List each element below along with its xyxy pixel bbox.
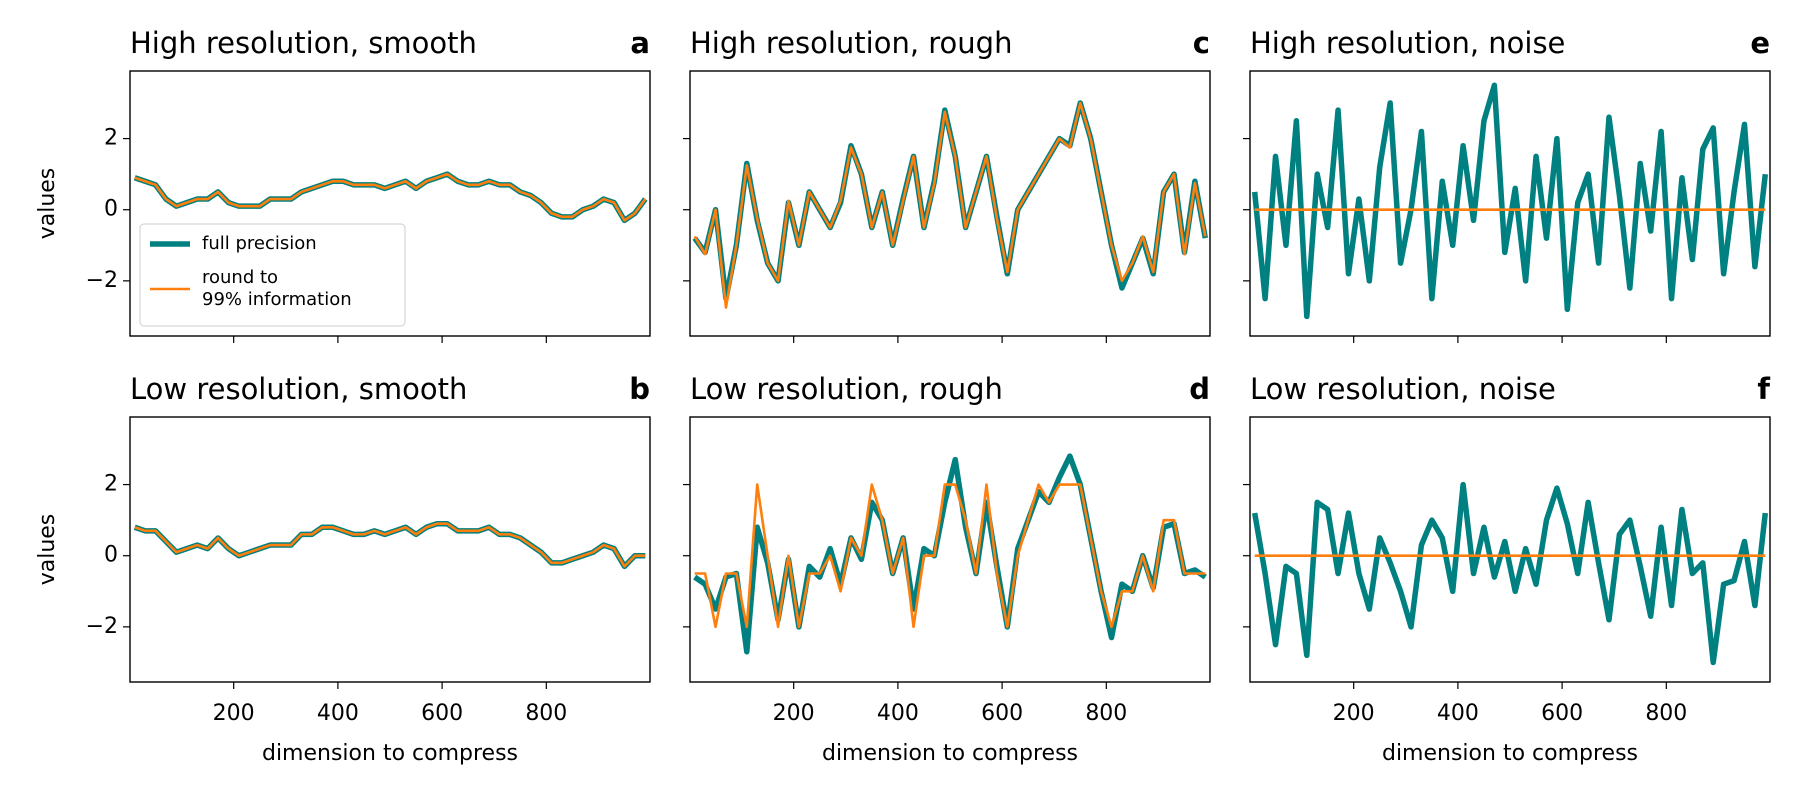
axes-frame <box>689 70 1211 337</box>
y-axis-label: values <box>35 168 60 240</box>
axes-frame <box>129 70 651 337</box>
panel: Low resolution, noise f dimension to compr… <box>1243 372 1771 766</box>
legend-box <box>139 223 406 327</box>
x-axis-label: dimension to compress <box>262 741 518 766</box>
x-tick-label: 800 <box>1085 701 1127 726</box>
x-tick-label: 800 <box>1645 701 1687 726</box>
y-tick-label: −2 <box>86 614 118 639</box>
panel: High resolution, rough c <box>683 26 1211 343</box>
x-axis-label: dimension to compress <box>822 741 1078 766</box>
x-tick-label: 400 <box>877 701 919 726</box>
panel-title: Low resolution, rough <box>690 372 1003 406</box>
y-tick-label: 0 <box>104 543 118 568</box>
legend-text: full precision <box>202 233 317 254</box>
axes-frame <box>129 416 651 683</box>
series-line <box>1251 82 1769 320</box>
axes-frame <box>1249 70 1771 337</box>
panel-title: High resolution, rough <box>690 26 1012 60</box>
series-line <box>134 172 647 222</box>
x-axis-label: dimension to compress <box>1382 741 1638 766</box>
series-line <box>693 101 1207 309</box>
x-tick-label: 800 <box>525 701 567 726</box>
legend-text: round to 99% information <box>202 267 352 310</box>
x-tick-label: 600 <box>981 701 1023 726</box>
y-tick-label: −2 <box>86 268 118 293</box>
axes-frame <box>689 416 1211 683</box>
panel: High resolution, noise e <box>1243 26 1771 343</box>
x-tick-label: 400 <box>1437 701 1479 726</box>
panel-label: f <box>1757 372 1770 406</box>
series-line <box>134 522 646 568</box>
panel: Low resolution, smooth b values dimension t… <box>35 372 651 766</box>
panel-label: a <box>630 26 650 60</box>
panel: Low resolution, rough d dimension to compr… <box>683 372 1211 766</box>
panel-label: b <box>629 372 650 406</box>
panel-label: c <box>1193 26 1210 60</box>
y-tick-label: 0 <box>104 197 118 222</box>
panel-label: d <box>1189 372 1210 406</box>
series-line <box>1251 481 1769 666</box>
panel-title: High resolution, noise <box>1250 26 1565 60</box>
panel-title: Low resolution, smooth <box>130 372 467 406</box>
x-tick-label: 600 <box>421 701 463 726</box>
axes-frame <box>1249 416 1771 683</box>
x-tick-label: 200 <box>773 701 815 726</box>
y-tick-label: 2 <box>104 472 118 497</box>
x-tick-label: 400 <box>317 701 359 726</box>
x-tick-label: 600 <box>1541 701 1583 726</box>
panel: High resolution, smooth a values −2 0 2 full p… <box>35 26 651 343</box>
x-tick-label: 200 <box>1333 701 1375 726</box>
panel-title: Low resolution, noise <box>1250 372 1556 406</box>
series-line <box>694 483 1206 629</box>
panel-title: High resolution, smooth <box>130 26 477 60</box>
panel-label: e <box>1750 26 1770 60</box>
y-axis-label: values <box>35 514 60 586</box>
y-tick-label: 2 <box>104 126 118 151</box>
x-tick-label: 200 <box>213 701 255 726</box>
